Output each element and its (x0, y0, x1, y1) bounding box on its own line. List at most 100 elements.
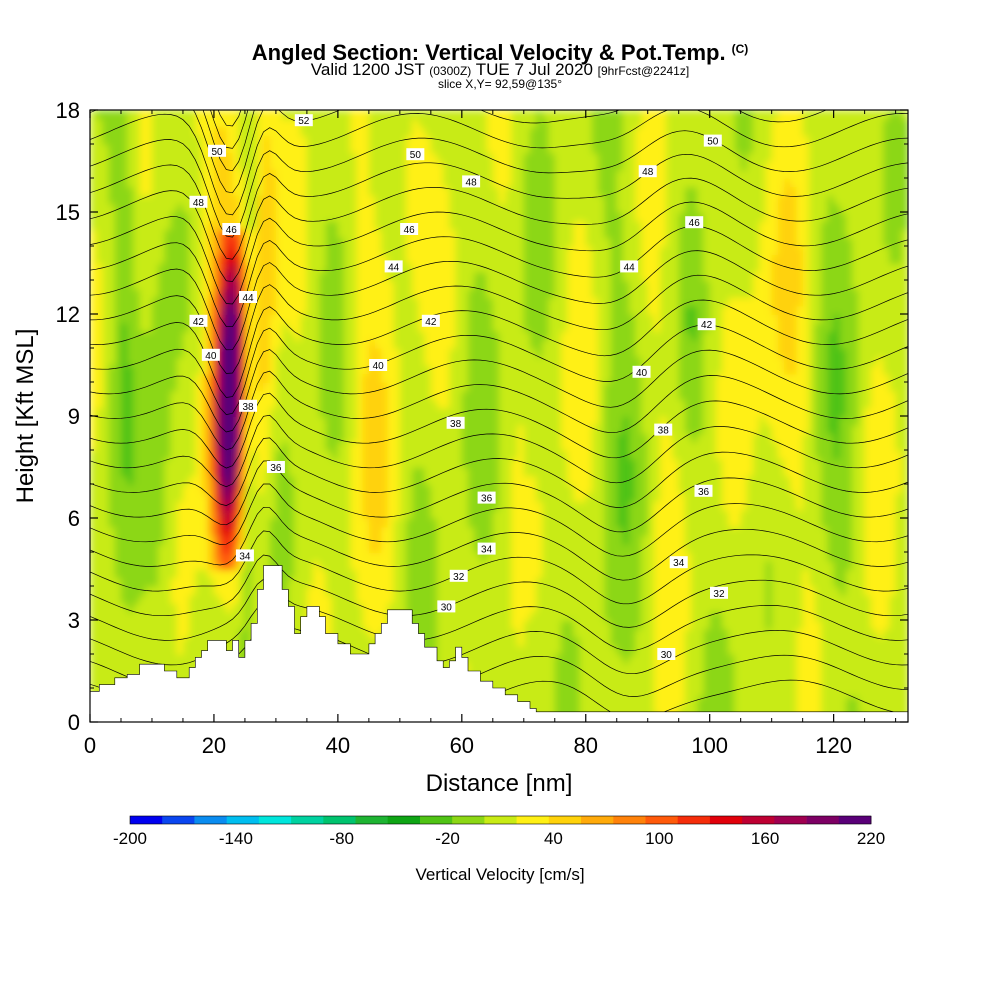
theta-contour (90, 177, 908, 282)
colorbar-tick-label: 100 (645, 829, 673, 848)
theta-contour (90, 110, 908, 216)
x-tick-label: 100 (691, 733, 728, 758)
theta-contour (90, 324, 908, 415)
contour-label-bg (421, 314, 440, 327)
contour-label-bg (201, 348, 220, 361)
colorbar-title: Vertical Velocity [cm/s] (415, 865, 584, 884)
contour-label-bg (189, 314, 208, 327)
theta-contour (90, 0, 908, 34)
contour-label: 48 (466, 177, 478, 188)
theta-contour (90, 414, 908, 488)
contour-label-bg (369, 359, 388, 371)
theta-contour (90, 0, 908, 11)
x-tick-label: 0 (84, 733, 96, 758)
contour-label: 34 (673, 558, 685, 569)
contour-label: 30 (441, 602, 453, 613)
y-tick-label: 12 (56, 302, 80, 327)
contour-label: 52 (298, 116, 310, 127)
theta-contour (90, 506, 908, 581)
colorbar-swatch (387, 816, 421, 824)
contour-label-bg (477, 542, 496, 555)
x-tick-label: 120 (815, 733, 852, 758)
x-tick-label: 80 (574, 733, 598, 758)
contour-label: 48 (193, 198, 205, 209)
contour-label-bg (222, 223, 241, 235)
forecast-info: [9hrFcst@2241z] (597, 64, 690, 78)
contour-label: 34 (481, 545, 493, 556)
contour-label-bg (669, 556, 688, 569)
contour-label-bg (638, 165, 657, 178)
theta-contour (90, 392, 908, 469)
colorbar-swatch (709, 816, 743, 824)
x-tick-label: 20 (202, 733, 226, 758)
colorbar-swatch (838, 816, 872, 824)
colorbar-tick-label: 40 (544, 829, 563, 848)
colorbar-swatch (226, 816, 260, 824)
theta-contour (90, 370, 908, 451)
theta-contour (90, 0, 908, 103)
theta-contour (90, 437, 908, 508)
contour-label: 42 (701, 320, 713, 331)
contour-label-bg (697, 318, 716, 331)
contour-label-bg (189, 195, 208, 208)
contour-label-bg (266, 461, 285, 473)
theta-contour (90, 225, 908, 328)
colorbar-swatch (355, 816, 389, 824)
contour-label-bg (654, 423, 673, 436)
colorbar-tick-label: -140 (219, 829, 253, 848)
contour-label-bg (709, 586, 728, 599)
x-axis-label: Distance [nm] (426, 770, 573, 797)
theta-contour (90, 349, 908, 433)
contour-label-bg (694, 484, 713, 497)
contour-label: 32 (713, 589, 725, 600)
contour-label: 42 (193, 317, 205, 328)
colorbar-tick-label: -20 (435, 829, 460, 848)
colorbar-swatch (420, 816, 453, 824)
colorbar-swatch (645, 816, 679, 824)
theta-contour (90, 299, 908, 398)
colorbar: -200 -140 -80 -20 40 100 160 220 (113, 815, 885, 848)
contour-label-bg (235, 549, 254, 562)
contour-label: 36 (698, 487, 710, 498)
y-axis-label: Height [Kft MSL] (12, 329, 39, 504)
colorbar-tick-label: 160 (751, 829, 779, 848)
colorbar-swatch (258, 816, 292, 824)
contour-label: 30 (661, 650, 673, 661)
contour-label-bg (400, 223, 419, 235)
contour-label: 50 (410, 150, 422, 161)
colorbar-swatch (452, 816, 485, 824)
colorbar-swatch (677, 816, 711, 824)
theta-contour (90, 201, 908, 305)
contour-label: 40 (636, 368, 648, 379)
contour-label: 46 (689, 218, 701, 229)
contour-label-bg (632, 365, 651, 378)
contour-label: 48 (642, 167, 654, 178)
contour-label: 50 (211, 147, 223, 158)
theta-contour (210, 110, 249, 149)
contour-label-bg (657, 648, 676, 660)
vertical-velocity-field (90, 110, 908, 722)
x-tick-label: 60 (450, 733, 474, 758)
colorbar-swatch (613, 816, 646, 824)
contour-label-bg (462, 175, 481, 188)
slice-info: slice X,Y= 92,59@135° (437, 77, 563, 91)
contour-label: 46 (226, 225, 238, 236)
contour-labels: 52 50 50 50 48 48 48 46 46 46 44 44 44 42 42 42 40 40 40 38… (189, 114, 728, 661)
colorbar-swatch (194, 816, 227, 824)
contour-label: 38 (450, 419, 462, 430)
theta-contour (90, 0, 908, 57)
colorbar-swatch (548, 816, 582, 824)
y-tick-label: 15 (56, 200, 80, 225)
colorbar-swatch (774, 816, 807, 824)
contour-label-bg (703, 134, 722, 147)
theta-contour (202, 110, 255, 172)
y-tick-label: 9 (68, 404, 80, 429)
contour-label: 40 (205, 351, 217, 362)
contour-label-bg (620, 260, 639, 273)
theta-contour (90, 0, 908, 81)
contour-label: 38 (658, 426, 670, 437)
theta-contour (90, 153, 908, 260)
